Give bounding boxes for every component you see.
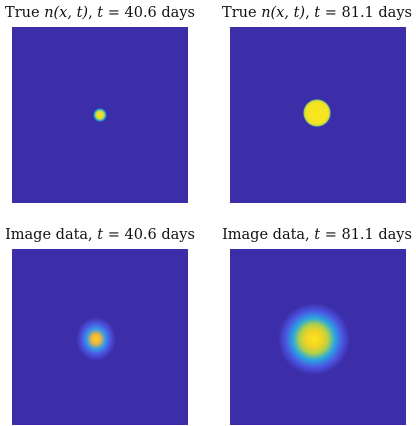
heatmap-image — [230, 27, 406, 203]
heatmap-image — [230, 249, 406, 425]
heatmap-svg — [230, 249, 406, 425]
panel-title: Image data, t = 81.1 days — [222, 227, 412, 243]
tumor-blob — [278, 303, 350, 375]
heatmap-image — [12, 27, 188, 203]
heatmap-svg — [12, 27, 188, 203]
tumor-spot — [303, 99, 331, 127]
panel-title: True n(x, t), t = 40.6 days — [5, 5, 195, 21]
heatmap-image — [12, 249, 188, 425]
tumor-spot — [93, 108, 107, 122]
heatmap-svg — [230, 27, 406, 203]
panel-title: Image data, t = 40.6 days — [5, 227, 195, 243]
tumor-blob — [76, 317, 116, 361]
panel-title: True n(x, t), t = 81.1 days — [222, 5, 412, 21]
heatmap-svg — [12, 249, 188, 425]
